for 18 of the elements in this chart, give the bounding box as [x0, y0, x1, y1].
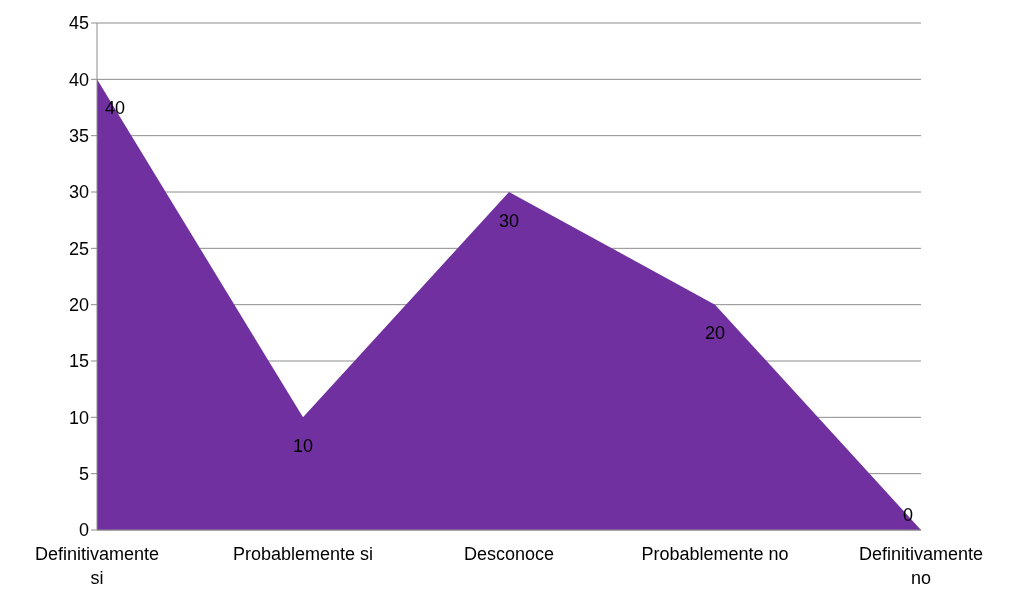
data-label: 30 — [498, 210, 520, 231]
y-tick-label: 25 — [68, 238, 89, 259]
y-tick-label: 0 — [78, 520, 89, 541]
y-tick-label: 35 — [68, 126, 89, 147]
y-tick-label: 10 — [68, 407, 89, 428]
x-tick-label: Probablemente no — [641, 544, 789, 565]
x-tick-label: Desconoce — [463, 544, 555, 565]
x-tick-label: Probablemente si — [232, 544, 374, 565]
data-label: 10 — [292, 436, 314, 457]
x-tick-label: Definitivamente si — [34, 544, 160, 588]
x-tick-label: Definitivamente no — [858, 544, 984, 588]
y-tick-label: 40 — [68, 69, 89, 90]
y-tick-label: 5 — [78, 464, 89, 485]
y-tick-label: 45 — [68, 13, 89, 34]
y-tick-label: 15 — [68, 351, 89, 372]
data-label: 20 — [704, 323, 726, 344]
y-tick-label: 30 — [68, 182, 89, 203]
y-tick-label: 20 — [68, 295, 89, 316]
